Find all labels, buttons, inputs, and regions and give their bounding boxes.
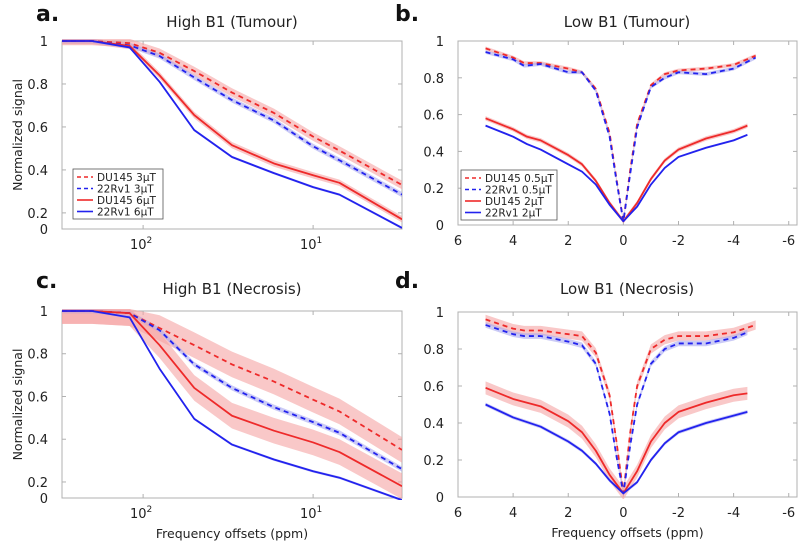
legend-label: DU145 2μT <box>485 196 545 208</box>
legend-label: DU145 6μT <box>97 195 157 207</box>
x-tick-label: 6 <box>454 234 462 249</box>
y-axis-label: Normalized signal <box>10 79 25 191</box>
y-tick-label: 0 <box>436 219 444 234</box>
x-tick-label: 101 <box>300 236 322 253</box>
y-tick-label: 0.4 <box>27 164 48 179</box>
y-tick-label: 1 <box>40 305 48 320</box>
panel-title: High B1 (Necrosis) <box>162 280 301 298</box>
x-tick-label: 2 <box>564 506 572 521</box>
x-tick-label: 102 <box>130 236 152 253</box>
x-tick-exponent: 2 <box>147 505 153 515</box>
y-tick-label: 0.8 <box>27 78 48 93</box>
error-band <box>62 309 402 500</box>
x-tick-label: 2 <box>564 234 572 249</box>
x-tick-label: -6 <box>782 506 795 521</box>
y-tick-label: 0.6 <box>423 380 444 395</box>
panel-a: a. High B1 (Tumour) 1 0.8 0.6 0.4 0.20 102 101 No… <box>10 2 403 253</box>
x-tick-exponent: 2 <box>147 236 153 246</box>
y-tick-label: 0.8 <box>27 348 48 363</box>
y-tick-label: 0.6 <box>423 109 444 124</box>
y-tick-label: 0.6 <box>27 390 48 405</box>
x-tick-exponent: 1 <box>317 236 323 246</box>
error-band <box>62 309 402 472</box>
y-tick-label: 0.2 <box>27 207 48 222</box>
series-line-du145-6-t <box>62 310 402 488</box>
y-tick-label: 0.2 <box>27 476 48 491</box>
error-band <box>485 46 756 224</box>
panel-label: c. <box>36 269 57 294</box>
series-line-22rv1-0-5-t <box>485 51 757 223</box>
x-tick-label: 0 <box>619 506 627 521</box>
legend-label: 22Rv1 2μT <box>485 208 542 220</box>
series-line-22rv1-6-t <box>62 40 402 229</box>
x-tick-label: -4 <box>727 234 740 249</box>
panel-label: b. <box>395 2 419 27</box>
panel-d: d. Low B1 (Necrosis)10.80.60.40.206 4 2 0 -2-… <box>395 269 798 540</box>
x-tick-label: 102 <box>130 505 152 522</box>
y-tick-label: 0 <box>436 491 444 506</box>
series-line-22rv1-0-5-t <box>485 324 748 495</box>
x-tick-label: -4 <box>727 506 740 521</box>
legend-label: 22Rv1 0.5μT <box>485 185 552 197</box>
series-line-22rv1-2-t <box>485 124 748 223</box>
plot-area <box>62 39 402 230</box>
y-tick-label: 1 <box>436 306 444 321</box>
panel-c: c. High B1 (Necrosis) 1 0.8 0.6 0.4 0.20 102 101… <box>10 269 403 541</box>
y-tick-label: 0.8 <box>423 343 444 358</box>
x-tick-label: -2 <box>672 506 685 521</box>
legend-label: DU145 0.5μT <box>485 173 555 185</box>
panel-title: Low B1 (Necrosis) <box>560 280 694 298</box>
y-tick-label: 0.4 <box>423 145 444 160</box>
legend-label: DU145 3μT <box>97 172 157 184</box>
y-tick-label: 0.2 <box>423 454 444 469</box>
x-tick-exponent: 1 <box>317 505 323 515</box>
y-tick-label: 0.2 <box>423 182 444 197</box>
x-tick-label: -6 <box>782 234 795 249</box>
x-axis-label: Frequency offsets (ppm) <box>156 526 308 541</box>
panel-b: b. Low B1 (Tumour)10.80.60.40.206 4 2 0 -2 -4-… <box>395 2 798 249</box>
y-axis-label: Normalized signal <box>10 349 25 461</box>
y-tick-label: 0.4 <box>27 433 48 448</box>
panel-title: High B1 (Tumour) <box>166 13 297 31</box>
series-line-22rv1-6-t <box>62 310 402 500</box>
x-tick-label: 4 <box>509 506 517 521</box>
error-band <box>485 322 748 497</box>
y-tick-label: 1 <box>40 35 48 50</box>
error-band <box>485 116 748 224</box>
x-axis-label: Frequency offsets (ppm) <box>551 525 703 540</box>
series-line-22rv1-2-t <box>485 403 748 495</box>
panel-label: a. <box>36 2 59 27</box>
series-line-du145-0-5-t <box>485 318 756 495</box>
x-tick-label: -2 <box>672 234 685 249</box>
series-line-du145-3-t <box>62 40 402 186</box>
y-tick-label: 1 <box>436 35 444 50</box>
plot-area <box>485 46 757 224</box>
y-tick-label: 0 <box>40 492 48 507</box>
y-tick-label: 0 <box>40 223 48 238</box>
y-tick-label: 0.6 <box>27 121 48 136</box>
panel-label: d. <box>395 269 419 294</box>
x-tick-label: 6 <box>454 506 462 521</box>
y-tick-label: 0.8 <box>423 72 444 87</box>
x-tick-label: 4 <box>509 234 517 249</box>
x-tick-label: 101 <box>300 505 322 522</box>
legend-label: 22Rv1 3μT <box>97 184 154 196</box>
plot-area <box>485 314 756 499</box>
x-tick-label: 0 <box>619 234 627 249</box>
legend-box <box>460 169 558 221</box>
legend-label: 22Rv1 6μT <box>97 207 154 219</box>
panel-title: Low B1 (Tumour) <box>564 13 690 31</box>
y-tick-label: 0.4 <box>423 417 444 432</box>
plot-area <box>62 309 402 500</box>
